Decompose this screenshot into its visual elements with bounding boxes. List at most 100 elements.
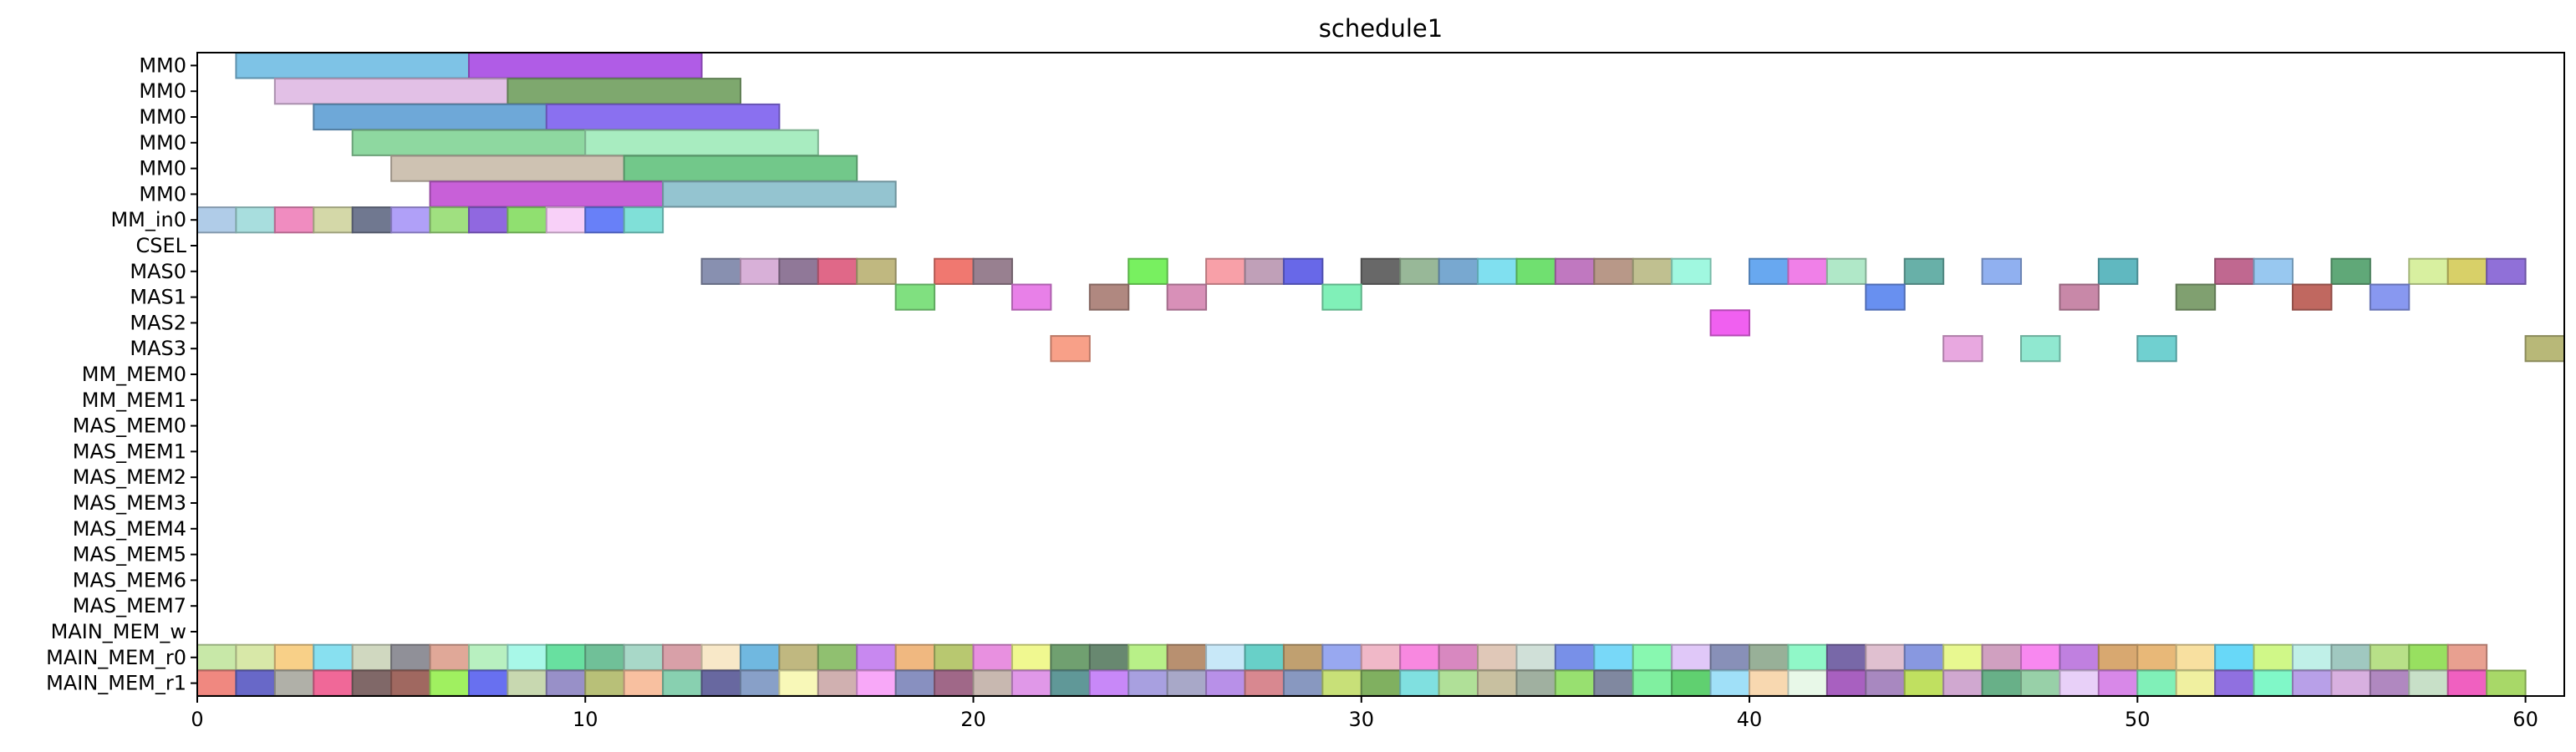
task-bar: [351, 129, 587, 156]
task-bar: [507, 206, 547, 234]
task-bar: [1593, 643, 1634, 671]
task-bar: [1205, 643, 1246, 671]
task-bar: [1011, 669, 1052, 697]
task-bar: [2020, 643, 2061, 671]
task-bar: [1050, 643, 1091, 671]
task-bar: [2214, 257, 2255, 285]
task-bar: [1825, 643, 1867, 671]
task-bar: [429, 180, 664, 208]
task-bar: [1477, 257, 1518, 285]
task-bar: [1942, 335, 1983, 363]
x-tick-label: 10: [573, 708, 598, 731]
task-bars: [196, 52, 2565, 697]
task-bar: [313, 103, 547, 131]
y-tick-label: MAS3: [130, 337, 186, 360]
x-tick-label: 20: [960, 708, 986, 731]
task-bar: [1593, 257, 1634, 285]
task-bar: [1865, 669, 1906, 697]
task-bar: [1128, 257, 1168, 285]
task-bar: [584, 669, 625, 697]
task-bar: [351, 669, 393, 697]
task-bar: [1903, 643, 1945, 671]
task-bar: [1632, 643, 1673, 671]
task-bar: [1128, 643, 1168, 671]
x-tick-label: 30: [1349, 708, 1375, 731]
task-bar: [2369, 669, 2411, 697]
task-bar: [817, 643, 858, 671]
task-bar: [1321, 669, 1362, 697]
task-bar: [1749, 257, 1789, 285]
task-bar: [429, 643, 470, 671]
task-bar: [273, 643, 315, 671]
task-bar: [545, 669, 587, 697]
task-bar: [313, 206, 354, 234]
y-tick-label: MAIN_MEM_r1: [46, 672, 186, 695]
task-bar: [2059, 643, 2100, 671]
x-tick-label: 40: [1737, 708, 1763, 731]
task-bar: [817, 257, 858, 285]
y-tick-label: MM0: [139, 79, 186, 103]
y-tick-label: MAS1: [130, 286, 186, 309]
x-tick-label: 0: [191, 708, 203, 731]
task-bar: [1593, 669, 1634, 697]
task-bar: [934, 257, 975, 285]
task-bar: [2330, 669, 2371, 697]
task-bar: [429, 206, 470, 234]
y-tick-label: MAS_MEM0: [73, 414, 186, 438]
task-bar: [2292, 283, 2333, 311]
y-tick-label: MM0: [139, 105, 186, 129]
task-bar: [273, 206, 315, 234]
task-bar: [467, 669, 509, 697]
task-bar: [351, 206, 393, 234]
task-bar: [235, 669, 276, 697]
task-bar: [2214, 643, 2255, 671]
task-bar: [1632, 669, 1673, 697]
x-axis: 0 10 20 30 40 50 60: [191, 696, 2538, 731]
task-bar: [972, 643, 1013, 671]
task-bar: [390, 155, 625, 182]
task-bar: [856, 257, 897, 285]
y-tick-label: MAIN_MEM_w: [51, 620, 186, 643]
task-bar: [1244, 257, 1285, 285]
task-bar: [1166, 283, 1208, 311]
task-bar: [235, 52, 470, 79]
task-bar: [390, 669, 431, 697]
task-bar: [934, 643, 975, 671]
task-bar: [390, 643, 431, 671]
task-bar: [1709, 643, 1751, 671]
task-bar: [1360, 257, 1402, 285]
task-bar: [2175, 643, 2217, 671]
task-bar: [1671, 257, 1712, 285]
task-bar: [700, 643, 741, 671]
task-bar: [2486, 257, 2527, 285]
task-bar: [1438, 669, 1479, 697]
y-tick-label: MAS_MEM1: [73, 440, 186, 463]
task-bar: [2253, 257, 2294, 285]
task-bar: [235, 206, 276, 234]
task-bar: [1477, 643, 1518, 671]
y-tick-label: MM_MEM1: [82, 389, 186, 412]
task-bar: [662, 643, 703, 671]
task-bar: [856, 669, 897, 697]
x-tick-label: 50: [2125, 708, 2151, 731]
task-bar: [894, 283, 936, 311]
task-bar: [739, 643, 781, 671]
task-bar: [313, 669, 354, 697]
task-bar: [1942, 643, 1983, 671]
task-bar: [1244, 669, 1285, 697]
task-bar: [778, 643, 819, 671]
y-tick-label: MAS_MEM7: [73, 594, 186, 617]
task-bar: [1903, 669, 1945, 697]
task-bar: [1088, 669, 1130, 697]
task-bar: [2330, 257, 2371, 285]
task-bar: [545, 103, 781, 131]
task-bar: [2175, 669, 2217, 697]
task-bar: [1632, 257, 1673, 285]
y-tick-label: MM_in0: [110, 208, 186, 231]
task-bar: [2408, 669, 2449, 697]
task-bar: [2486, 669, 2527, 697]
task-bar: [1438, 643, 1479, 671]
task-bar: [235, 643, 276, 671]
task-bar: [545, 206, 587, 234]
